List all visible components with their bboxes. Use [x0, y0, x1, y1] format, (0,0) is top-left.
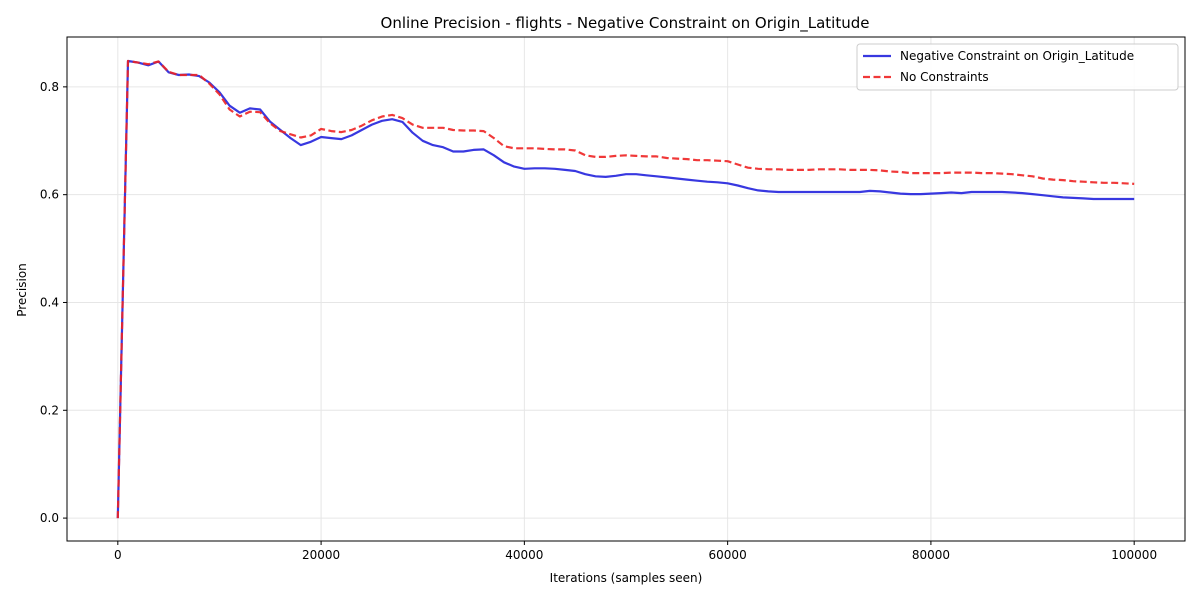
y-tick-label: 0.2 — [40, 403, 59, 417]
x-tick-label: 0 — [114, 548, 122, 562]
chart-title: Online Precision - flights - Negative Co… — [381, 14, 870, 33]
y-tick-label: 0.6 — [40, 188, 59, 202]
legend-box — [856, 43, 1179, 91]
series-layer — [116, 59, 1135, 519]
x-tick-label: 40000 — [505, 548, 543, 562]
legend-label: No Constraints — [900, 70, 989, 84]
y-tick-label: 0.4 — [40, 295, 59, 309]
y-axis-label: Precision — [15, 263, 29, 317]
y-tick-label: 0.8 — [40, 80, 59, 94]
legend-label: Negative Constraint on Origin_Latitude — [900, 49, 1134, 63]
x-tick-label: 60000 — [709, 548, 747, 562]
x-tick-label: 80000 — [912, 548, 950, 562]
plot-frame — [66, 36, 1186, 542]
y-axis-ticks: 0.0 0.2 0.4 0.6 0.8 — [40, 80, 67, 525]
x-tick-label: 100000 — [1111, 548, 1157, 562]
y-tick-label: 0.0 — [40, 511, 59, 525]
x-axis-ticks: 0 20000 40000 60000 80000 100000 — [114, 541, 1157, 562]
x-axis-label: Iterations (samples seen) — [550, 571, 703, 585]
x-tick-label: 20000 — [302, 548, 340, 562]
series-line-negative-constraint — [116, 59, 1135, 519]
series-line-no-constraints — [116, 59, 1135, 519]
legend: Negative Constraint on Origin_Latitude No… — [856, 43, 1179, 91]
